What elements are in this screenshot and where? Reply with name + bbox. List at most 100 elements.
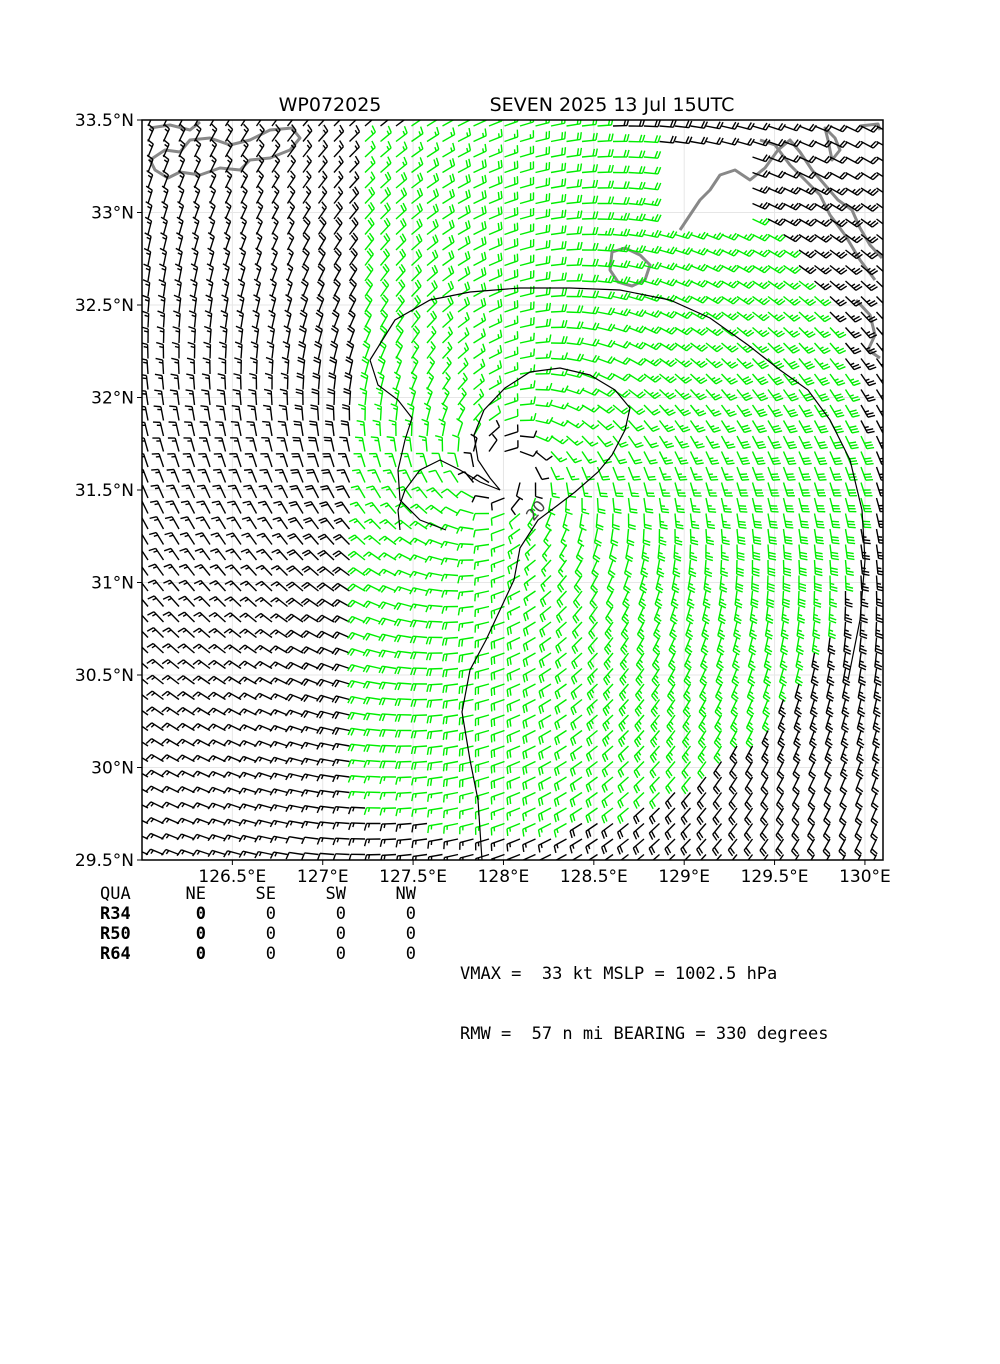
wind-barb <box>324 437 334 451</box>
wind-barb <box>618 824 629 839</box>
wind-barb <box>365 502 380 513</box>
wind-barb <box>792 808 799 825</box>
wind-barb <box>874 669 881 686</box>
wind-barb <box>474 283 486 297</box>
wind-barb <box>475 576 489 586</box>
wind-barb <box>815 467 827 480</box>
wind-barb <box>799 266 816 274</box>
wind-barb <box>730 762 737 779</box>
wind-barb <box>782 607 789 624</box>
wind-barb <box>145 217 151 234</box>
wind-barb <box>333 759 350 766</box>
wind-barb <box>474 374 485 390</box>
wind-barb <box>752 560 759 576</box>
wind-barb <box>491 777 504 789</box>
wind-barb <box>458 220 470 234</box>
wind-barb <box>348 326 355 343</box>
wind-barb <box>639 591 646 608</box>
wind-barb <box>426 605 443 612</box>
wind-barb <box>364 326 371 343</box>
wind-barb <box>829 622 836 639</box>
wind-barb <box>239 709 256 715</box>
wind-barb <box>877 188 894 196</box>
wind-barb <box>551 210 566 219</box>
wind-barb <box>872 746 879 763</box>
wind-barb <box>667 715 675 732</box>
wind-barb <box>554 793 566 807</box>
wind-barb <box>745 762 752 779</box>
wind-barb <box>846 529 856 544</box>
wind-barb <box>644 514 652 530</box>
wind-barb <box>364 713 381 720</box>
wind-barb <box>459 653 474 663</box>
wind-barb <box>698 746 706 763</box>
wind-barb <box>733 638 740 655</box>
wind-barb <box>706 233 723 240</box>
wind-barb <box>365 855 381 862</box>
wind-barb <box>784 545 792 560</box>
wind-barb <box>365 279 372 296</box>
wind-barb <box>706 390 722 401</box>
wind-barb <box>877 359 892 370</box>
wind-barb <box>582 452 597 464</box>
wind-barb <box>333 744 350 751</box>
wind-barb <box>253 295 259 312</box>
wind-barb <box>828 638 835 655</box>
wind-barb <box>358 404 365 420</box>
wind-barb <box>363 633 380 640</box>
wind-barb <box>507 622 520 635</box>
wind-barb <box>288 186 295 203</box>
wind-barb <box>764 653 771 670</box>
wind-barb <box>318 550 334 560</box>
wind-barb <box>766 607 773 624</box>
wind-barb <box>317 647 334 654</box>
wind-barb <box>286 821 303 828</box>
wind-barb <box>877 374 892 386</box>
wind-barb <box>319 248 326 265</box>
wind-barb <box>795 684 802 701</box>
wind-barb <box>154 406 164 420</box>
wind-barb <box>458 143 470 157</box>
wind-barb <box>539 793 551 807</box>
wind-barb <box>381 249 390 266</box>
wind-barb <box>319 502 334 514</box>
wind-barb <box>333 822 349 829</box>
wind-barb <box>784 219 801 226</box>
wind-barb <box>459 700 473 710</box>
wind-barb <box>144 264 151 281</box>
wind-barb <box>860 622 867 638</box>
wind-barb <box>177 217 183 234</box>
wind-barb <box>588 638 597 655</box>
wind-barb <box>666 793 675 810</box>
wind-barb <box>629 261 646 268</box>
wind-barb <box>362 357 369 374</box>
wind-barb <box>332 632 349 639</box>
wind-barb <box>556 607 566 623</box>
wind-barb <box>348 649 365 656</box>
r34-sw: 0 <box>310 904 346 924</box>
wind-barb <box>784 250 801 257</box>
wind-barb <box>458 266 470 281</box>
wind-barb <box>555 762 567 776</box>
wind-barb <box>179 109 185 126</box>
wind-barb <box>613 229 630 236</box>
wind-barb <box>582 291 599 298</box>
wind-barb <box>765 622 772 639</box>
wind-barb <box>180 517 194 529</box>
wind-barb <box>163 140 169 157</box>
wind-barb <box>830 204 847 211</box>
wind-barb <box>768 266 785 274</box>
wind-barb <box>194 596 210 606</box>
wind-barb <box>861 219 878 227</box>
wind-barb <box>491 746 504 758</box>
row-label-r34: R34 <box>100 904 131 924</box>
wind-barb <box>871 808 878 825</box>
wind-barb <box>598 149 614 157</box>
wind-barb <box>301 742 318 748</box>
wind-barb <box>332 664 349 671</box>
wind-barb <box>179 580 195 591</box>
wind-barb <box>737 281 754 288</box>
wind-barb <box>236 326 243 343</box>
wind-barb <box>489 434 497 451</box>
wind-barb <box>846 188 863 195</box>
